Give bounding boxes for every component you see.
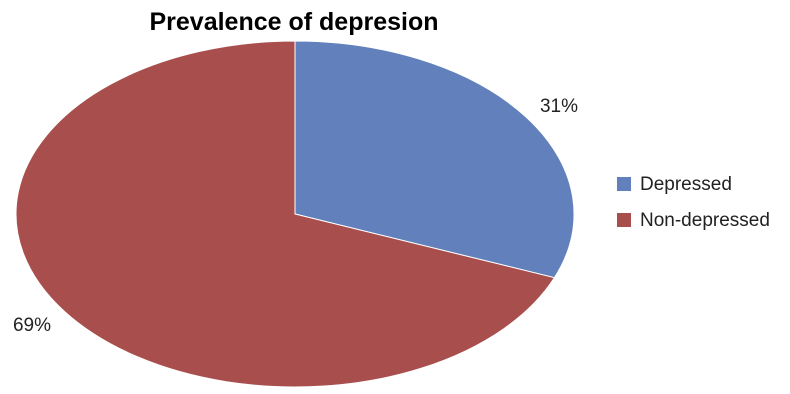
legend-item-depressed: Depressed xyxy=(617,174,732,195)
legend: Depressed Non-depressed xyxy=(617,174,770,231)
data-label-depressed: 31% xyxy=(540,96,578,117)
pie-data-labels: 31% 69% xyxy=(13,96,578,336)
legend-swatch xyxy=(617,213,631,227)
legend-label: Non-depressed xyxy=(640,210,770,231)
chart-title: Prevalence of depresion xyxy=(149,8,438,36)
pie-slice-depressed xyxy=(294,40,575,279)
legend-label: Depressed xyxy=(640,174,732,195)
pie-slices xyxy=(15,40,575,388)
pie-slice-non-depressed xyxy=(15,40,556,388)
legend-item-non-depressed: Non-depressed xyxy=(617,210,770,231)
data-label-non-depressed: 69% xyxy=(13,315,51,336)
legend-swatch xyxy=(617,177,631,191)
